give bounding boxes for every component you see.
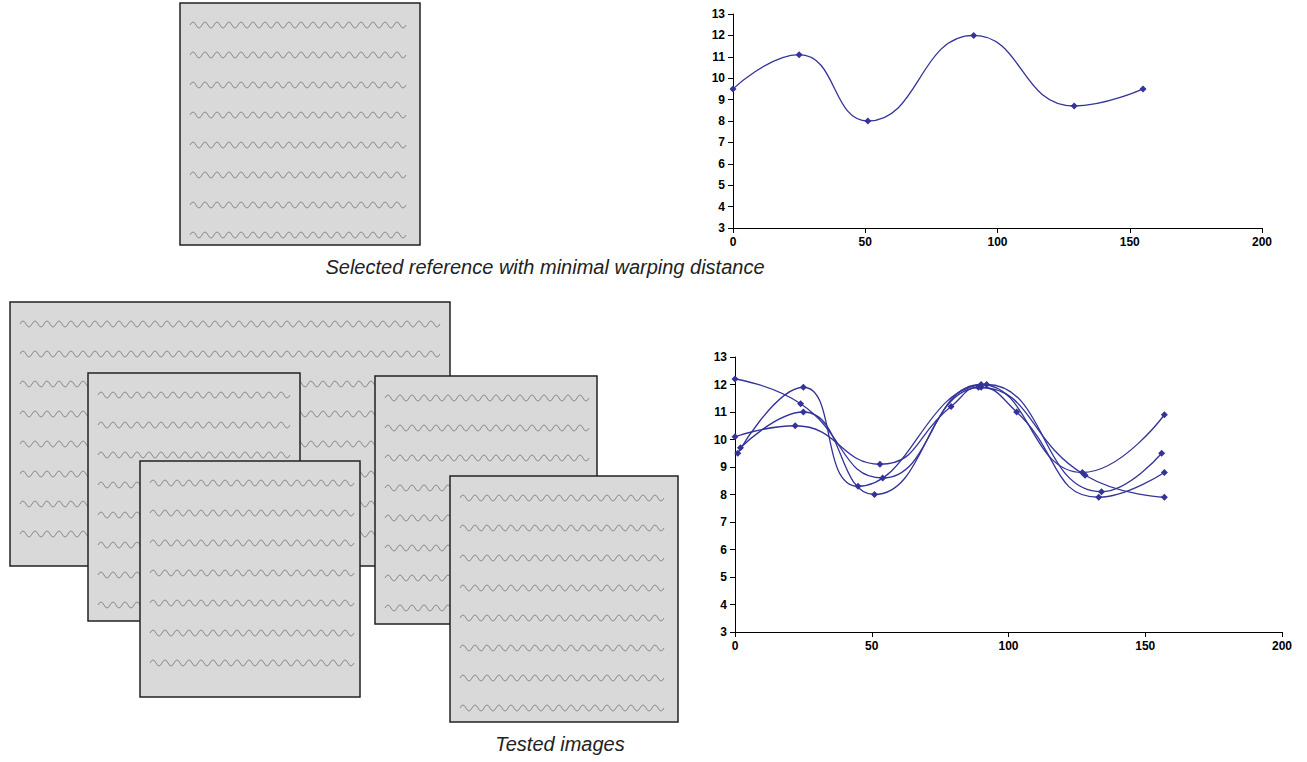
svg-text:7: 7 bbox=[720, 515, 727, 529]
svg-text:11: 11 bbox=[714, 405, 727, 419]
svg-text:8: 8 bbox=[720, 488, 727, 502]
svg-text:7: 7 bbox=[718, 135, 725, 149]
svg-text:150: 150 bbox=[1135, 639, 1155, 653]
svg-text:12: 12 bbox=[714, 378, 728, 392]
svg-text:3: 3 bbox=[718, 221, 725, 235]
html-text:Tested images: Tested images bbox=[495, 733, 625, 755]
svg-text:13: 13 bbox=[712, 7, 726, 21]
svg-text:200: 200 bbox=[1252, 235, 1272, 249]
svg-text:0: 0 bbox=[730, 235, 737, 249]
svg-text:8: 8 bbox=[718, 114, 725, 128]
svg-text:6: 6 bbox=[718, 157, 725, 171]
svg-text:200: 200 bbox=[1272, 639, 1292, 653]
html-text:Selected reference with minima: Selected reference with minimal warping … bbox=[325, 256, 765, 278]
svg-text:6: 6 bbox=[720, 543, 727, 557]
svg-text:50: 50 bbox=[859, 235, 873, 249]
svg-text:9: 9 bbox=[720, 460, 727, 474]
svg-text:4: 4 bbox=[718, 200, 725, 214]
svg-text:10: 10 bbox=[712, 71, 726, 85]
svg-text:13: 13 bbox=[714, 350, 728, 364]
svg-text:9: 9 bbox=[718, 93, 725, 107]
svg-text:50: 50 bbox=[865, 639, 879, 653]
svg-text:3: 3 bbox=[720, 625, 727, 639]
svg-text:10: 10 bbox=[714, 433, 728, 447]
svg-text:5: 5 bbox=[718, 178, 725, 192]
svg-text:150: 150 bbox=[1120, 235, 1140, 249]
svg-text:11: 11 bbox=[712, 50, 725, 64]
svg-text:100: 100 bbox=[998, 639, 1018, 653]
svg-text:5: 5 bbox=[720, 570, 727, 584]
svg-text:12: 12 bbox=[712, 28, 726, 42]
svg-text:4: 4 bbox=[720, 598, 727, 612]
svg-text:0: 0 bbox=[732, 639, 739, 653]
svg-text:100: 100 bbox=[987, 235, 1007, 249]
